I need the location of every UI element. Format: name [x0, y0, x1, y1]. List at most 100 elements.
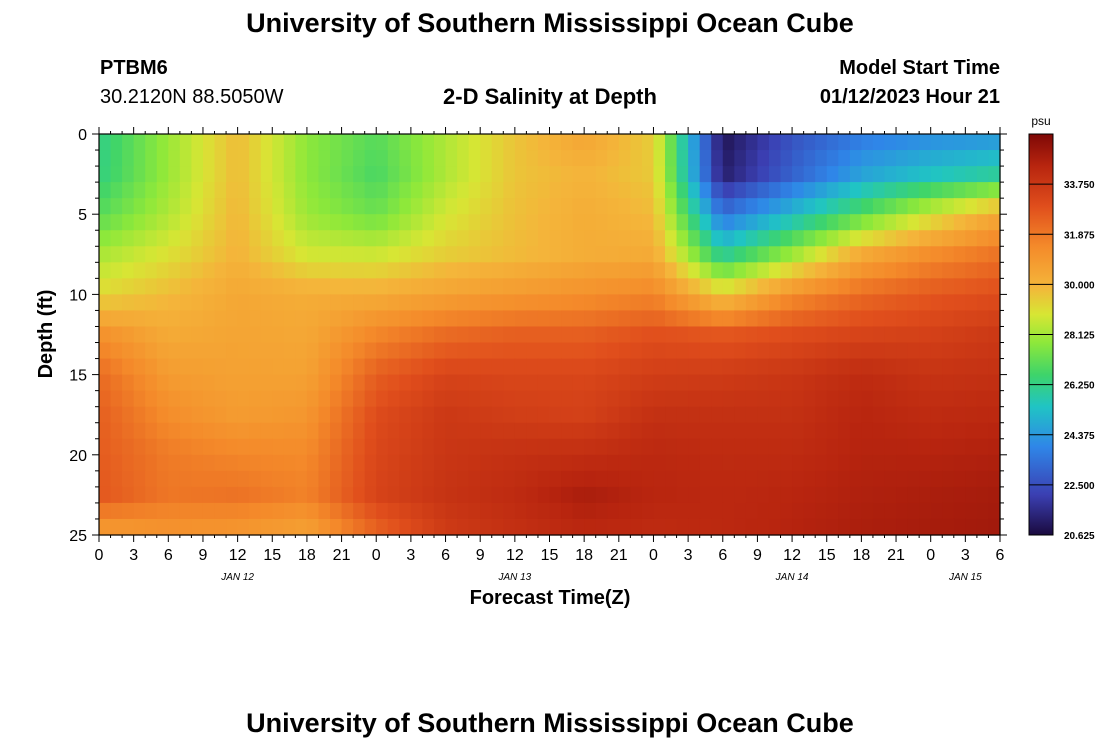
date-label: JAN 15 [948, 572, 982, 583]
heatmap-cell [376, 422, 389, 440]
heatmap-cell [826, 150, 839, 167]
heatmap-cell [433, 262, 447, 279]
heatmap-cell [387, 502, 400, 520]
heatmap-cell [514, 422, 527, 440]
heatmap-cell [861, 502, 874, 520]
heatmap-cell [410, 214, 424, 231]
heatmap-cell [907, 470, 920, 488]
heatmap-cell [780, 374, 793, 392]
heatmap-cell [711, 198, 724, 215]
heatmap-cell [480, 230, 493, 247]
heatmap-cell [595, 198, 608, 215]
heatmap-cell [283, 326, 296, 344]
heatmap-cell [376, 518, 389, 536]
heatmap-cell [272, 486, 285, 504]
heatmap-cell [387, 182, 400, 199]
heatmap-cell [422, 246, 435, 263]
heatmap-cell [549, 326, 562, 344]
heatmap-cell [179, 518, 193, 536]
heatmap-cell [722, 262, 735, 279]
heatmap-cell [641, 374, 655, 392]
heatmap-cell [341, 374, 354, 392]
heatmap-cell [272, 502, 285, 520]
heatmap-cell [272, 246, 285, 263]
heatmap-cell [676, 406, 689, 424]
heatmap-cell [122, 358, 135, 376]
heatmap-cell [237, 198, 250, 215]
heatmap-cell [572, 198, 585, 215]
heatmap-cell [641, 486, 655, 504]
heatmap-cell [757, 438, 770, 456]
heatmap-cell [561, 198, 574, 215]
heatmap-cell [907, 262, 920, 279]
heatmap-cell [653, 422, 666, 440]
heatmap-cell [260, 166, 273, 183]
heatmap-cell [526, 374, 539, 392]
heatmap-cell [838, 518, 851, 536]
heatmap-cell [226, 246, 239, 263]
heatmap-cell [410, 134, 424, 151]
heatmap-cell [353, 150, 366, 167]
heatmap-cell [537, 422, 551, 440]
heatmap-cell [122, 262, 135, 279]
heatmap-cell [572, 310, 585, 328]
heatmap-cell [976, 342, 990, 360]
heatmap-cell [849, 486, 862, 504]
heatmap-cell [803, 262, 816, 279]
heatmap-cell [699, 342, 712, 360]
heatmap-cell [976, 214, 990, 231]
heatmap-cell [768, 310, 782, 328]
heatmap-cell [422, 470, 435, 488]
heatmap-cell [272, 342, 285, 360]
heatmap-cell [711, 182, 724, 199]
heatmap-cell [849, 214, 862, 231]
heatmap-cell [872, 262, 886, 279]
heatmap-cell [445, 182, 458, 199]
heatmap-cell [202, 390, 216, 408]
heatmap-cell [792, 518, 805, 536]
heatmap-cell [249, 150, 262, 167]
heatmap-cell [838, 246, 851, 263]
heatmap-cell [237, 454, 250, 472]
heatmap-cell [422, 422, 435, 440]
heatmap-cell [410, 182, 424, 199]
heatmap-cell [133, 278, 146, 295]
heatmap-cell [191, 518, 204, 536]
heatmap-cell [768, 166, 782, 183]
heatmap-cell [214, 294, 227, 312]
heatmap-cell [768, 246, 782, 263]
heatmap-cell [422, 182, 435, 199]
heatmap-cell [734, 390, 747, 408]
heatmap-cell [965, 406, 978, 424]
heatmap-cell [630, 374, 643, 392]
heatmap-cell [584, 310, 597, 328]
heatmap-cell [526, 182, 539, 199]
heatmap-cell [907, 230, 920, 247]
heatmap-cell [734, 294, 747, 312]
heatmap-cell [110, 454, 123, 472]
heatmap-cell [191, 198, 204, 215]
heatmap-cell [514, 518, 527, 536]
heatmap-cell [376, 486, 389, 504]
heatmap-cell [457, 262, 470, 279]
heatmap-cell [457, 294, 470, 312]
heatmap-cell [953, 438, 966, 456]
heatmap-cell [930, 342, 943, 360]
heatmap-cell [745, 182, 759, 199]
heatmap-cell [399, 374, 412, 392]
heatmap-cell [445, 294, 458, 312]
heatmap-cell [122, 230, 135, 247]
heatmap-cell [214, 230, 227, 247]
heatmap-cell [919, 438, 932, 456]
heatmap-cell [249, 374, 262, 392]
heatmap-cell [214, 198, 227, 215]
heatmap-cell [688, 166, 701, 183]
heatmap-cell [665, 358, 678, 376]
heatmap-cell [99, 454, 112, 472]
heatmap-cell [503, 150, 516, 167]
heatmap-cell [168, 518, 181, 536]
heatmap-cell [202, 342, 216, 360]
heatmap-cell [191, 150, 204, 167]
date-label: JAN 12 [220, 572, 254, 583]
heatmap-cell [584, 342, 597, 360]
